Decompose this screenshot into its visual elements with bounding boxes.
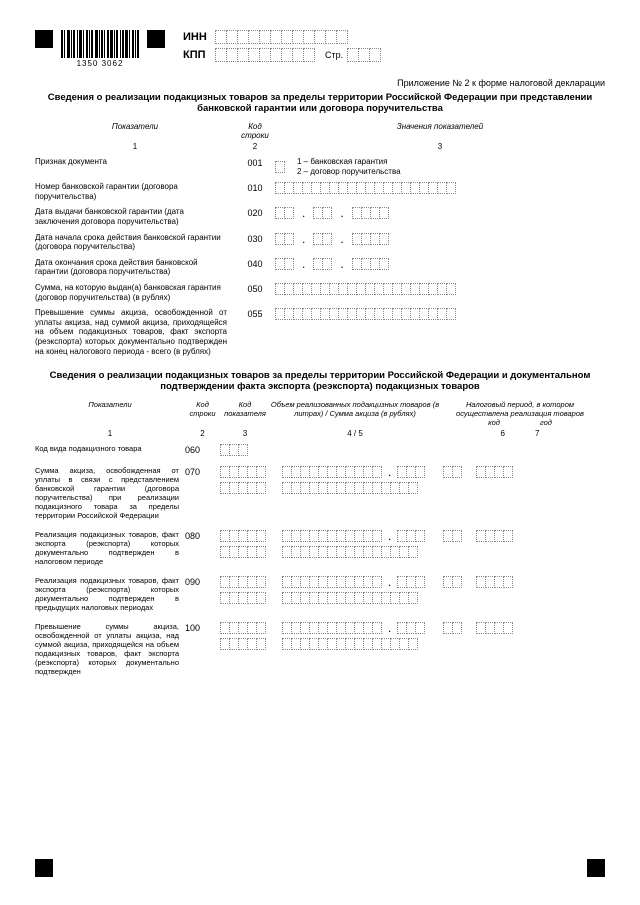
hdr-pokazateli: Показатели xyxy=(35,122,235,140)
row-label: Сумма, на которую выдан(а) банковская га… xyxy=(35,283,235,302)
section2-nums: 1 2 3 4 / 5 6 7 xyxy=(35,429,605,438)
row2-value: . xyxy=(220,622,605,650)
h2-5b: год xyxy=(540,418,552,427)
row-060-code: 060 xyxy=(185,444,220,455)
n2-7: 7 xyxy=(535,429,539,438)
marker-bottom-right xyxy=(587,859,605,877)
row-value: .. xyxy=(275,207,605,219)
hdr-n3: 3 xyxy=(275,142,605,151)
section1-nums: 1 2 3 xyxy=(35,142,605,151)
section1-row: Дата выдачи банковской гарантии (дата за… xyxy=(35,207,605,226)
section1-row: Дата начала срока действия банковской га… xyxy=(35,233,605,252)
section2-headers: Показатели Код строки Код показателя Объ… xyxy=(35,400,605,427)
row-label: Дата выдачи банковской гарантии (дата за… xyxy=(35,207,235,226)
marker-top-left xyxy=(35,30,53,48)
str-label: Стр. xyxy=(325,50,343,60)
section2-row: Превышение суммы акциза, освобожденной о… xyxy=(35,622,605,676)
section1-row: Сумма, на которую выдан(а) банковская га… xyxy=(35,283,605,302)
n2-3: 3 xyxy=(220,429,270,438)
row2-code: 070 xyxy=(185,466,220,477)
row-label: Превышение суммы акциза, освобожденной о… xyxy=(35,308,235,356)
section2-row: Реализация подакцизных товаров, факт экс… xyxy=(35,530,605,566)
n2-1: 1 xyxy=(35,429,185,438)
h2-5: Налоговый период, в котором осуществлена… xyxy=(440,400,600,427)
section1-row: Номер банковской гарантии (договора пору… xyxy=(35,182,605,201)
row-code: 010 xyxy=(235,182,275,193)
page: 1350 3062 ИНН КПП Стр. Приложение № 2 к … xyxy=(0,0,640,905)
row-label: Признак документа xyxy=(35,157,235,167)
row2-label: Реализация подакцизных товаров, факт экс… xyxy=(35,530,185,566)
h2-5a: код xyxy=(488,418,500,427)
row2-code: 090 xyxy=(185,576,220,587)
hdr-n1: 1 xyxy=(35,142,235,151)
row2-label: Превышение суммы акциза, освобожденной о… xyxy=(35,622,185,676)
row-value xyxy=(275,283,605,295)
row-value xyxy=(275,308,605,320)
legend: 1 – банковская гарантия2 – договор поруч… xyxy=(297,157,401,176)
row-label: Дата начала срока действия банковской га… xyxy=(35,233,235,252)
h2-4: Объем реализованных подакцизных товаров … xyxy=(270,400,440,427)
n2-2: 2 xyxy=(185,429,220,438)
hdr-kod: Код строки xyxy=(235,122,275,140)
row-code: 040 xyxy=(235,258,275,269)
h2-1: Показатели xyxy=(35,400,185,427)
row2-label: Сумма акциза, освобожденная от уплаты в … xyxy=(35,466,185,520)
row2-value: . xyxy=(220,466,605,494)
main-title: Сведения о реализации подакцизных товаро… xyxy=(35,92,605,114)
section1-row: Дата окончания срока действия банковской… xyxy=(35,258,605,277)
header: 1350 3062 ИНН КПП Стр. xyxy=(35,30,605,68)
kpp-label: КПП xyxy=(183,49,215,61)
row-060-label: Код вида подакцизного товара xyxy=(35,444,185,453)
h2-3: Код показателя xyxy=(220,400,270,427)
row2-code: 080 xyxy=(185,530,220,541)
kpp-cells[interactable] xyxy=(215,48,315,62)
inn-label: ИНН xyxy=(183,31,215,43)
h2-2: Код строки xyxy=(185,400,220,427)
appendix-line: Приложение № 2 к форме налоговой деклара… xyxy=(35,78,605,88)
row-code: 030 xyxy=(235,233,275,244)
row-value: 1 – банковская гарантия2 – договор поруч… xyxy=(275,157,605,176)
row2-code: 100 xyxy=(185,622,220,633)
n2-6: 6 xyxy=(501,429,505,438)
row-code: 050 xyxy=(235,283,275,294)
id-block: ИНН КПП Стр. xyxy=(183,30,381,66)
n2-4: 4 / 5 xyxy=(270,429,440,438)
row-code: 001 xyxy=(235,157,275,168)
section1-rows: Признак документа001 1 – банковская гаран… xyxy=(35,157,605,356)
section2-row: Реализация подакцизных товаров, факт экс… xyxy=(35,576,605,612)
section1-row: Превышение суммы акциза, освобожденной о… xyxy=(35,308,605,356)
hdr-znach: Значения показателей xyxy=(275,122,605,140)
marker-bottom-left xyxy=(35,859,53,877)
row2-value: . xyxy=(220,530,605,558)
row-060: Код вида подакцизного товара 060 xyxy=(35,444,605,456)
section1-headers: Показатели Код строки Значения показател… xyxy=(35,122,605,140)
hdr-n2: 2 xyxy=(235,142,275,151)
barcode xyxy=(61,30,139,58)
section1-row: Признак документа001 1 – банковская гаран… xyxy=(35,157,605,176)
section2-rows: Сумма акциза, освобожденная от уплаты в … xyxy=(35,466,605,676)
section2-row: Сумма акциза, освобожденная от уплаты в … xyxy=(35,466,605,520)
row-value xyxy=(275,182,605,194)
row-label: Номер банковской гарантии (договора пору… xyxy=(35,182,235,201)
row2-label: Реализация подакцизных товаров, факт экс… xyxy=(35,576,185,612)
inn-cells[interactable] xyxy=(215,30,348,44)
row-code: 055 xyxy=(235,308,275,319)
row-060-val xyxy=(220,444,605,456)
str-cells[interactable] xyxy=(347,48,381,62)
row-label: Дата окончания срока действия банковской… xyxy=(35,258,235,277)
sub-title: Сведения о реализации подакцизных товаро… xyxy=(35,370,605,392)
n2-5: 6 7 xyxy=(440,429,600,438)
row-060-cells[interactable] xyxy=(220,444,248,456)
marker-top-mid xyxy=(147,30,165,48)
h2-5-title: Налоговый период, в котором осуществлена… xyxy=(440,400,600,418)
barcode-block: 1350 3062 xyxy=(61,30,139,68)
row-value: .. xyxy=(275,258,605,270)
barcode-label: 1350 3062 xyxy=(77,59,124,68)
row-value: .. xyxy=(275,233,605,245)
row-code: 020 xyxy=(235,207,275,218)
row2-value: . xyxy=(220,576,605,604)
